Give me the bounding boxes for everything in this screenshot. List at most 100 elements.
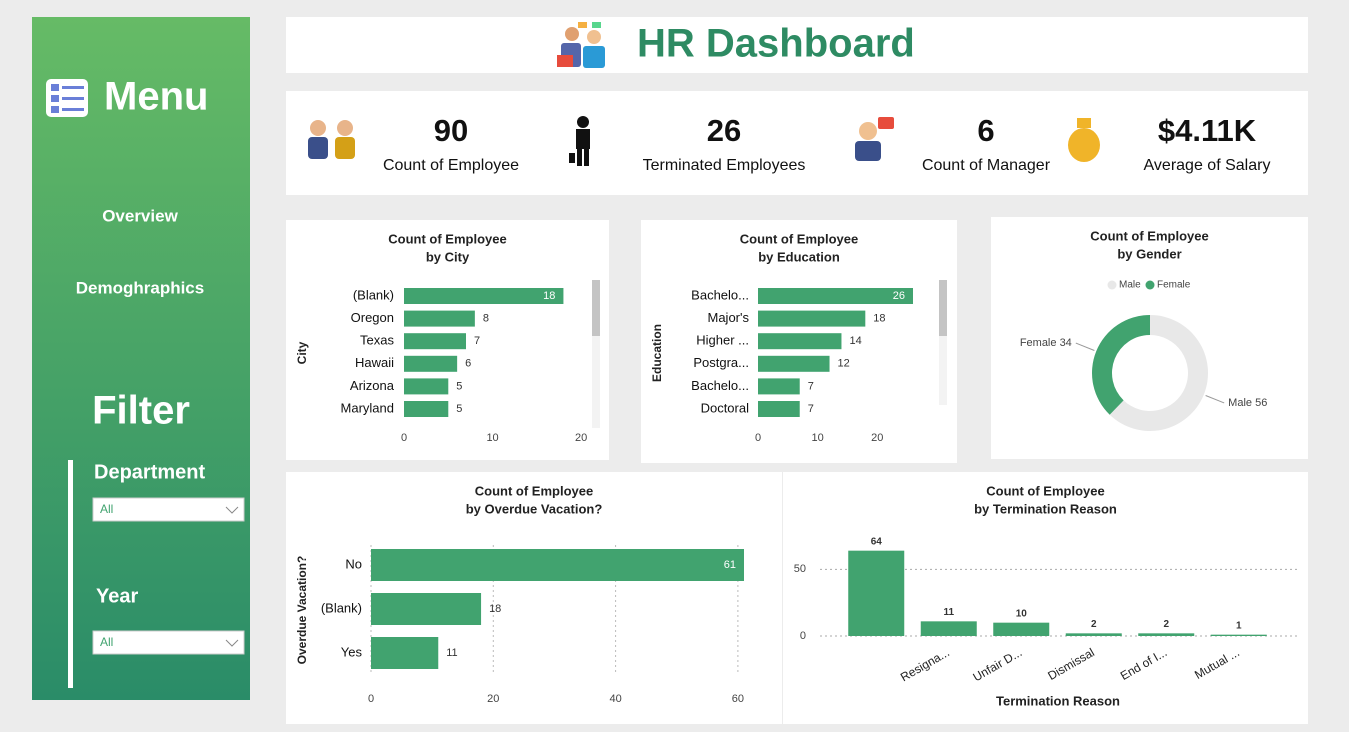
- sidebar: [32, 17, 250, 700]
- y-tick-label: (Blank): [321, 600, 362, 615]
- kpi-label: Count of Employee: [383, 157, 519, 174]
- x-tick-label: 10: [486, 432, 498, 444]
- header-title: HR Dashboard: [637, 22, 915, 66]
- data-label: 26: [893, 290, 905, 302]
- x-tick-label: 40: [609, 693, 621, 705]
- kpi-panel: [286, 91, 1308, 195]
- nav-item[interactable]: Overview: [102, 206, 178, 225]
- x-tick-label: 20: [575, 432, 587, 444]
- slicer-label: Department: [94, 461, 205, 483]
- data-label: 18: [489, 603, 501, 615]
- label-name: Male: [1228, 397, 1252, 409]
- kpi-icon: [569, 116, 590, 166]
- legend-label: Female: [1157, 280, 1191, 291]
- chevron: [225, 639, 239, 647]
- x-tick-label: 0: [755, 432, 761, 444]
- data-label: Male 56: [1228, 397, 1267, 409]
- x-tick-label: 0: [368, 693, 374, 705]
- bar: [920, 621, 977, 636]
- kpi-value: 6: [977, 113, 994, 148]
- bar: [404, 355, 458, 372]
- data-label: 11: [943, 607, 954, 618]
- kpi-label: Average of Salary: [1144, 157, 1271, 174]
- x-axis-label: Termination Reason: [996, 693, 1120, 708]
- y-tick-label: Postgra...: [693, 355, 749, 370]
- pie-slice: [1109, 315, 1209, 431]
- chart-title: Count of Employee: [740, 231, 858, 246]
- chart-subtitle: by Education: [758, 249, 840, 264]
- data-label: 18: [543, 290, 555, 302]
- filter-title: Filter: [92, 389, 190, 433]
- chart-title: Count of Employee: [986, 483, 1104, 498]
- y-tick-label: Bachelo...: [691, 287, 749, 302]
- y-tick-label: No: [345, 556, 362, 571]
- label-name: Female: [1020, 337, 1057, 349]
- bar: [371, 593, 482, 625]
- legend-swatch: [1145, 280, 1155, 290]
- x-tick-label: 60: [732, 693, 744, 705]
- data-label: 5: [456, 380, 462, 392]
- dropdown-value: All: [100, 502, 113, 516]
- data-label: 8: [483, 313, 489, 325]
- header-panel: [286, 17, 1308, 73]
- kpi-value: 26: [707, 113, 741, 148]
- data-label: 12: [838, 358, 850, 370]
- y-axis-label: Overdue Vacation?: [295, 556, 309, 665]
- y-tick-label: Hawaii: [355, 355, 394, 370]
- bar: [758, 401, 800, 417]
- bar: [758, 310, 866, 327]
- data-label: 18: [873, 313, 885, 325]
- data-label: 2: [1091, 619, 1097, 630]
- bar: [758, 355, 830, 372]
- bar: [758, 378, 800, 395]
- chevron: [225, 506, 239, 514]
- chart-subtitle: by Overdue Vacation?: [466, 501, 603, 516]
- x-tick-label: 0: [401, 432, 407, 444]
- leader-line: [1205, 395, 1225, 404]
- x-tick-label: 20: [871, 432, 883, 444]
- chart-subtitle: by City: [426, 249, 470, 264]
- bar: [404, 333, 466, 350]
- chart-panel: [286, 472, 782, 724]
- bar: [404, 310, 475, 327]
- label-value: 56: [1255, 397, 1267, 409]
- kpi-value: 90: [434, 113, 468, 148]
- data-label: 11: [446, 647, 457, 659]
- y-tick-label: Oregon: [351, 310, 394, 325]
- data-label: 6: [465, 358, 471, 370]
- data-label: 5: [456, 403, 462, 415]
- x-tick-label: 10: [811, 432, 823, 444]
- dropdown[interactable]: [92, 630, 245, 655]
- dropdown[interactable]: [92, 497, 245, 522]
- leader-line: [1075, 342, 1095, 351]
- data-label: 7: [474, 335, 480, 347]
- data-label: 10: [1016, 608, 1028, 619]
- bar: [404, 378, 449, 395]
- nav-item[interactable]: Demoghraphics: [76, 278, 204, 297]
- data-label: 64: [871, 536, 883, 547]
- y-tick-label: Texas: [360, 333, 394, 348]
- data-label: 1: [1236, 620, 1242, 631]
- chart-title: Count of Employee: [388, 231, 506, 246]
- y-tick-label: Major's: [708, 310, 750, 325]
- kpi-label: Count of Manager: [922, 157, 1051, 174]
- bar: [1065, 633, 1122, 636]
- scroll-thumb: [592, 280, 600, 336]
- x-tick-label: 20: [487, 693, 499, 705]
- y-tick-label: Arizona: [350, 378, 395, 393]
- header-icon: [557, 22, 605, 68]
- bar: [1210, 634, 1267, 636]
- y-tick-label: 50: [794, 563, 806, 575]
- y-tick-label: Maryland: [341, 400, 394, 415]
- bar: [758, 333, 842, 350]
- kpi-icon: [308, 120, 355, 159]
- data-label: 14: [849, 335, 861, 347]
- bar: [371, 637, 439, 669]
- chart-subtitle: by Termination Reason: [974, 501, 1117, 516]
- scroll-thumb: [939, 280, 947, 336]
- y-tick-label: Yes: [341, 644, 363, 659]
- data-label: 7: [808, 380, 814, 392]
- y-tick-label: (Blank): [353, 287, 394, 302]
- dropdown-value: All: [100, 635, 113, 649]
- bar: [993, 622, 1050, 636]
